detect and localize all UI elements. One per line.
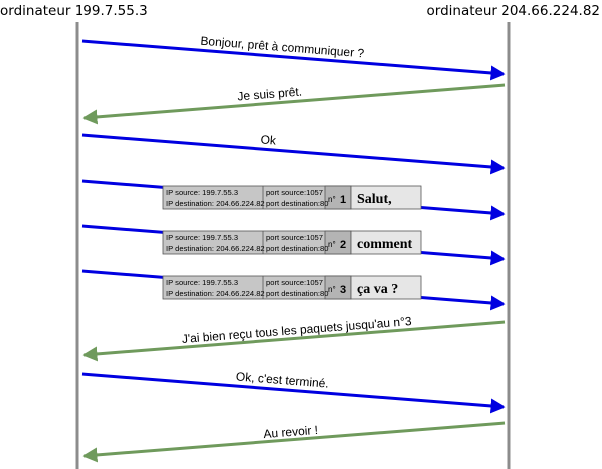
arrow-right [81, 39, 506, 81]
message-label: Au revoir ! [263, 423, 319, 441]
message-ok: Ok [81, 132, 506, 175]
packet-payload-box [350, 275, 422, 300]
port-destination: port destination:80 [266, 199, 328, 208]
packet-2: IP source: 199.7.55.3 IP destination: 20… [81, 224, 506, 266]
packet-payload-box [350, 185, 422, 210]
ip-source: IP source: 199.7.55.3 [166, 278, 238, 287]
arrow-left [82, 83, 506, 125]
port-source: port source:1057 [266, 233, 323, 242]
packet-number: 3 [340, 284, 346, 296]
port-destination: port destination:80 [266, 289, 328, 298]
message-au-revoir: Au revoir ! [82, 421, 506, 463]
message-label: J'ai bien reçu tous les paquets jusqu'au… [181, 314, 412, 346]
port-source: port source:1057 [266, 278, 323, 287]
ip-destination: IP destination: 204.66.224.82 [166, 199, 265, 208]
arrow-left [82, 421, 506, 463]
arrow-right [81, 133, 506, 175]
message-bonjour: Bonjour, prêt à communiquer ? [81, 34, 506, 81]
packet-number-prefix: n° [328, 240, 336, 249]
port-source: port source:1057 [266, 188, 323, 197]
packet-payload-box [350, 230, 422, 255]
ip-source: IP source: 199.7.55.3 [166, 188, 238, 197]
packet-number: 2 [340, 239, 346, 251]
message-label: Ok [260, 132, 277, 147]
packet-number-prefix: n° [328, 285, 336, 294]
packet-number-prefix: n° [328, 195, 336, 204]
packet-3: IP source: 199.7.55.3 IP destination: 20… [81, 269, 506, 311]
ip-source: IP source: 199.7.55.3 [166, 233, 238, 242]
message-je-suis-pret: Je suis prêt. [82, 83, 506, 125]
packet-number: 1 [340, 194, 346, 206]
message-termine: Ok, c'est terminé. [81, 369, 506, 414]
arrow-left [82, 320, 506, 362]
message-label: Je suis prêt. [237, 85, 303, 104]
packet-1: IP source: 199.7.55.3 IP destination: 20… [81, 179, 506, 221]
port-destination: port destination:80 [266, 244, 328, 253]
packet-payload: comment [357, 237, 413, 252]
right-host-label: ordinateur 204.66.224.82 [427, 3, 600, 19]
left-host-label: ordinateur 199.7.55.3 [0, 3, 148, 19]
message-ack: J'ai bien reçu tous les paquets jusqu'au… [82, 314, 506, 362]
packet-payload: Salut, [357, 192, 392, 207]
ip-destination: IP destination: 204.66.224.82 [166, 289, 265, 298]
packet-payload: ça va ? [357, 282, 398, 297]
ip-destination: IP destination: 204.66.224.82 [166, 244, 265, 253]
arrow-right [81, 372, 506, 414]
